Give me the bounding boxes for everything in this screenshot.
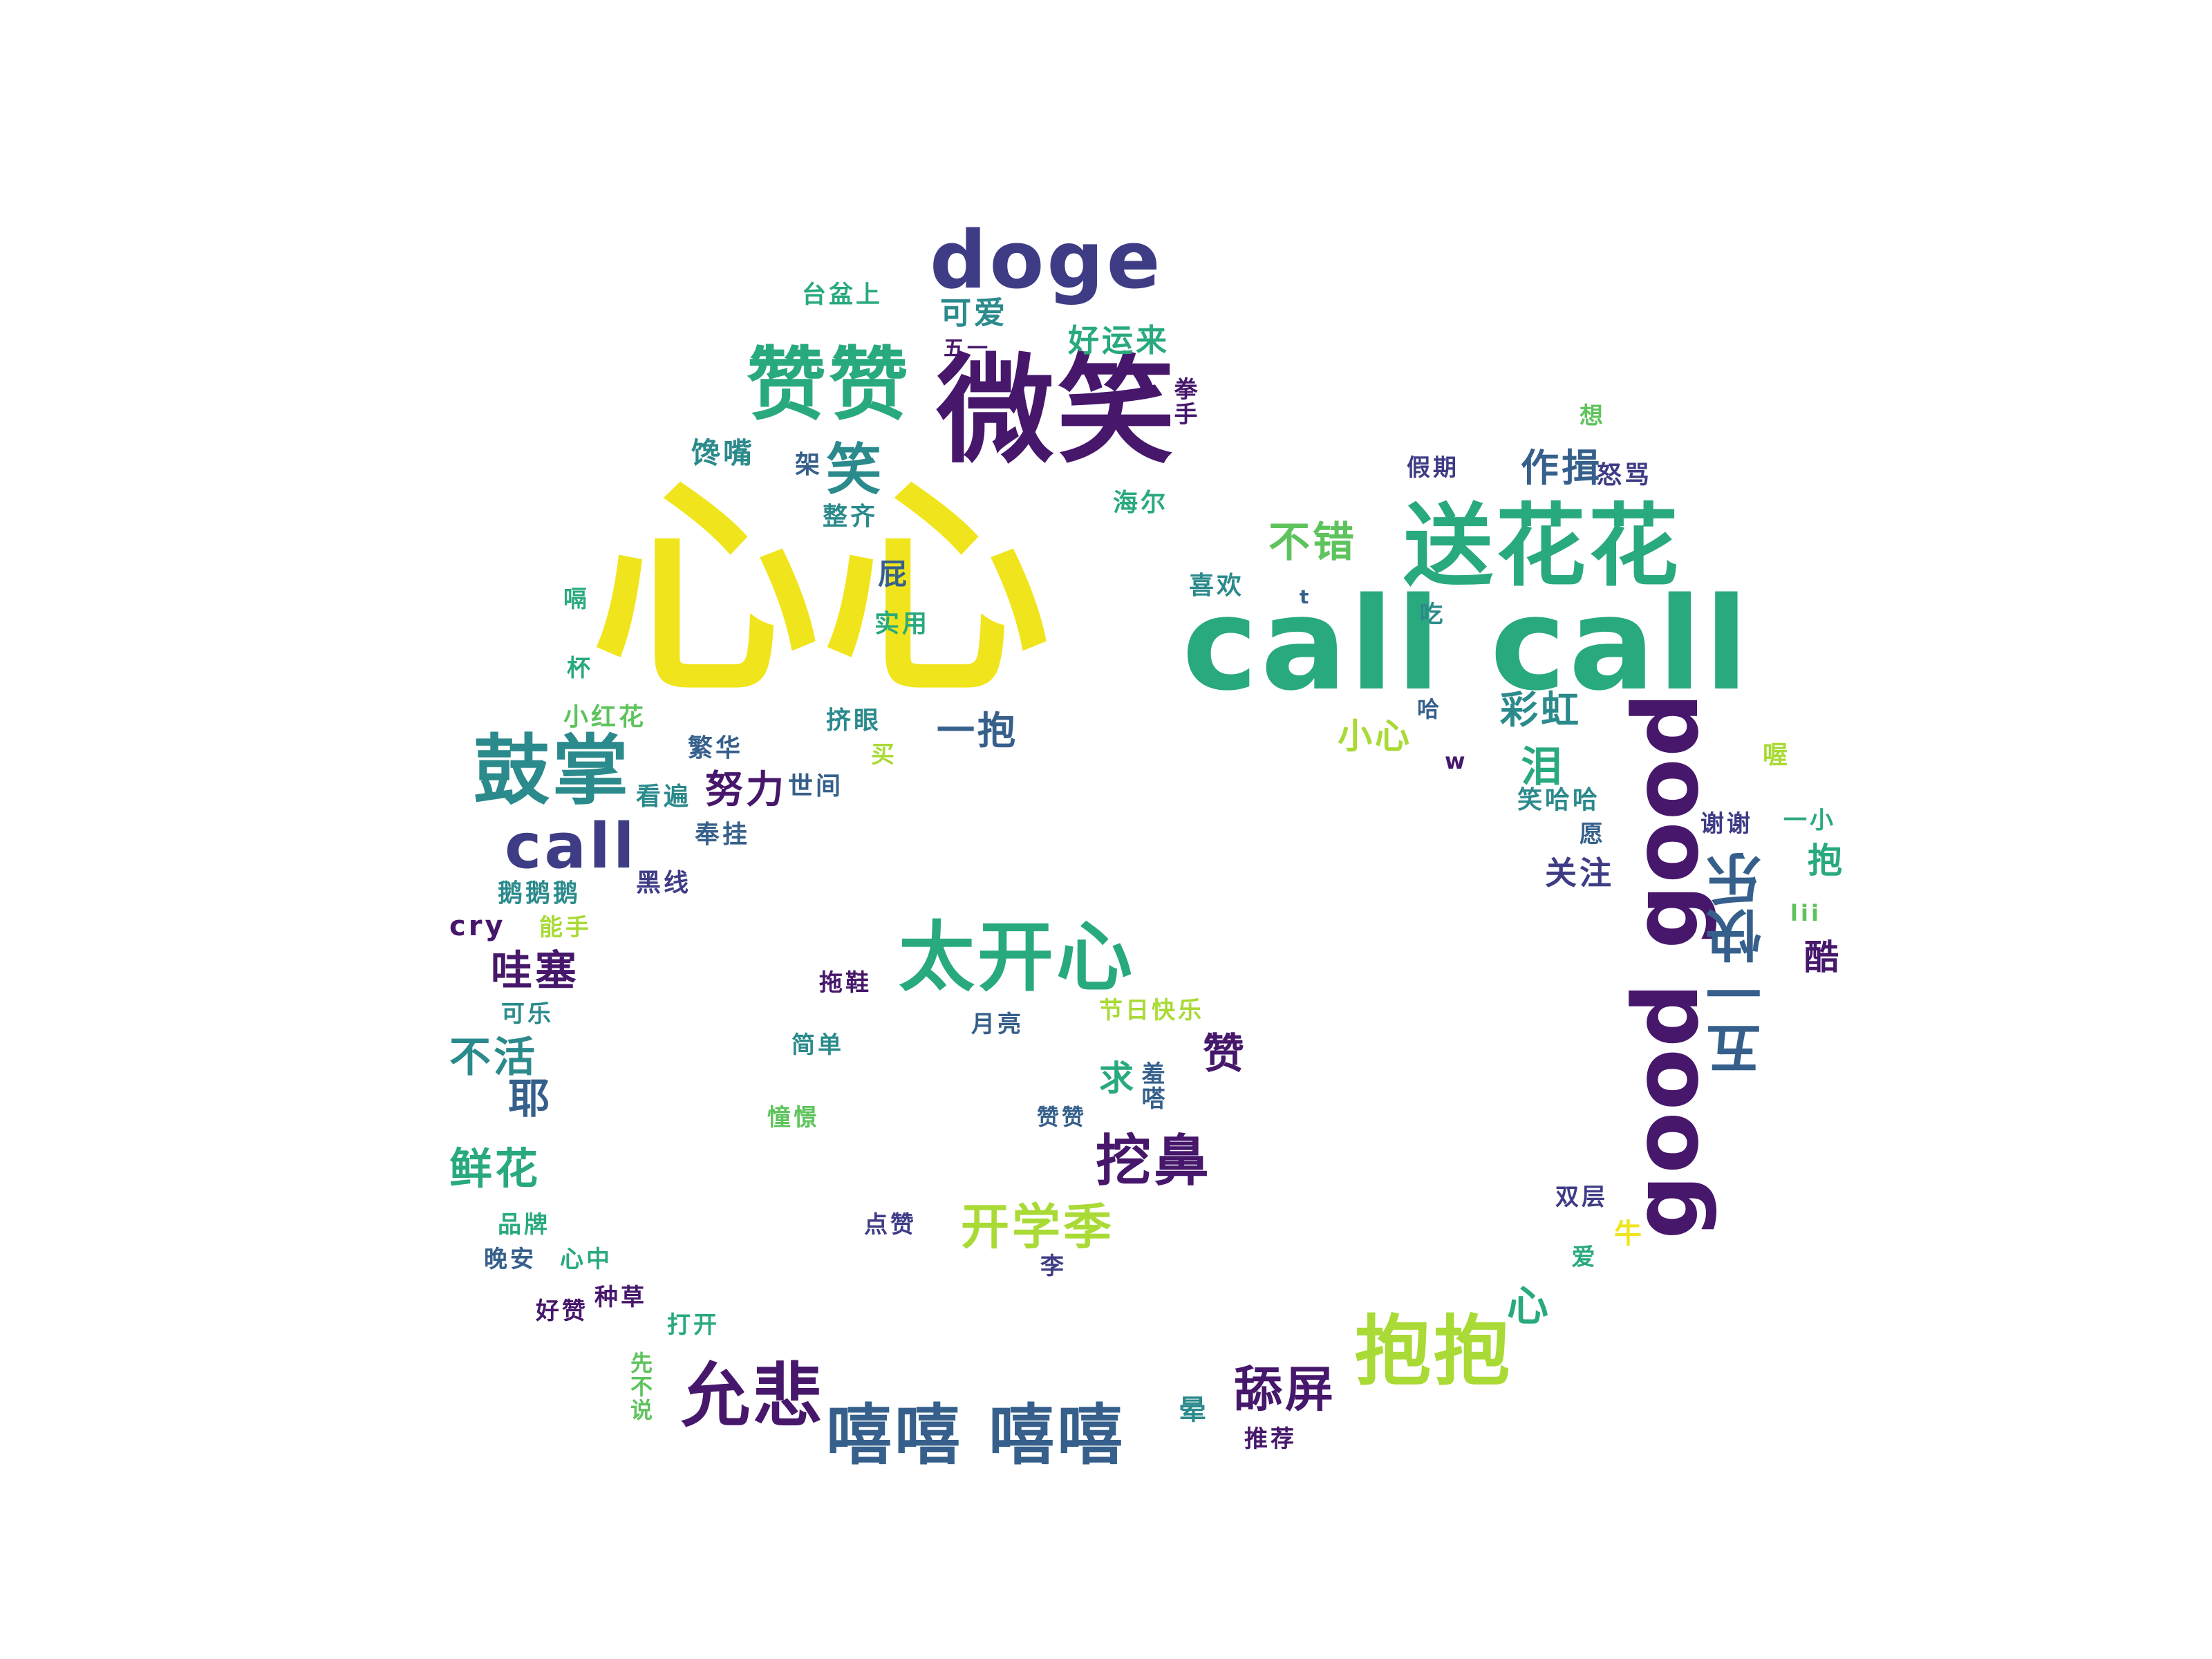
word-zhongcao: 种草 — [594, 1284, 647, 1311]
word-xiang: 想 — [1580, 402, 1606, 430]
word-wuyi-kuaile: 五一快乐 — [1706, 850, 1770, 1077]
word-baobao: 抱抱 — [1355, 1307, 1512, 1396]
word-wabi: 挖鼻 — [1096, 1129, 1212, 1193]
word-yueliang: 月亮 — [971, 1011, 1024, 1038]
word-zhengqi: 整齐 — [823, 503, 879, 531]
word-pi: 屁 — [878, 557, 910, 591]
word-call-call: call call — [1182, 570, 1752, 719]
word-xiexie: 谢谢 — [1700, 810, 1753, 838]
word-wo: 喔 — [1763, 741, 1791, 769]
word-taipenshang: 台盆上 — [802, 281, 883, 309]
word-heixian: 黑线 — [636, 869, 692, 897]
word-fanhua: 繁华 — [688, 734, 744, 762]
word-fenggua: 奉挂 — [695, 821, 751, 849]
word-zan: 赞 — [1203, 1030, 1247, 1078]
word-wuyi: 五一 — [944, 337, 991, 361]
word-dianzan: 点赞 — [864, 1211, 917, 1239]
word-yunbei: 允悲 — [681, 1356, 825, 1436]
word-xiuda: 羞嗒 — [1137, 1061, 1165, 1111]
word-yibao: 一抱 — [937, 709, 1019, 753]
word-ha: 哈 — [1417, 696, 1443, 722]
word-yun: 晕 — [1179, 1394, 1209, 1426]
word-xiaohonghua: 小红花 — [563, 703, 647, 731]
word-shuangceng: 双层 — [1555, 1183, 1608, 1211]
word-yixiao: 一小 — [1783, 807, 1836, 834]
word-ge: 嗝 — [563, 585, 590, 613]
word-xianhua: 鲜花 — [449, 1143, 541, 1194]
word-chanzui: 馋嘴 — [691, 436, 756, 470]
word-ai: 爱 — [1567, 1244, 1595, 1269]
word-zanzan: 赞赞 — [747, 339, 912, 431]
word-xihuan: 喜欢 — [1189, 572, 1245, 600]
word-jia: 架 — [795, 451, 823, 479]
word-shijian: 世间 — [788, 772, 844, 800]
word-kaixueji: 开学季 — [961, 1199, 1114, 1255]
word-call: call — [505, 810, 637, 883]
word-bucuo: 不错 — [1268, 518, 1357, 567]
word-xianbushuo: 先不说 — [627, 1351, 653, 1422]
word-ku: 酷 — [1804, 937, 1841, 977]
word-cry: cry — [449, 910, 506, 942]
word-doge: doge — [930, 214, 1163, 307]
word-xiao: 笑 — [826, 438, 884, 502]
word-jiandan: 简单 — [791, 1031, 844, 1059]
word-li: 李 — [1040, 1253, 1067, 1280]
word-nengshou: 能手 — [539, 914, 592, 941]
word-keai: 可爱 — [940, 294, 1009, 331]
word-chi: 吃 — [1415, 601, 1443, 626]
word-guanzhu: 关注 — [1545, 854, 1614, 892]
word-tianping: 舔屏 — [1234, 1361, 1336, 1418]
word-jierikuaile: 节日快乐 — [1099, 997, 1204, 1024]
word-niu: 牛 — [1614, 1218, 1644, 1250]
word-xinxin: 心心 — [591, 458, 1053, 724]
word-ye: 耶 — [508, 1075, 552, 1123]
word-bao: 抱 — [1808, 841, 1845, 881]
word-chongjing: 憧憬 — [767, 1104, 820, 1132]
word-mai: 买 — [871, 741, 897, 769]
word-haoyunlai: 好运来 — [1068, 322, 1170, 359]
word-nuli: 努力 — [705, 767, 787, 812]
word-haier: 海尔 — [1113, 489, 1169, 517]
word-pinpai: 品牌 — [498, 1211, 550, 1239]
word-dakai: 打开 — [667, 1311, 720, 1339]
word-qiu: 求 — [1099, 1058, 1136, 1098]
word-jiyan: 挤眼 — [826, 706, 882, 735]
word-songhuahua: 送花花 — [1403, 494, 1682, 599]
word-lii: lii — [1790, 900, 1821, 926]
word-xin: 心 — [1507, 1282, 1551, 1331]
word-kele: 可乐 — [501, 1000, 554, 1028]
word-bei: 杯 — [567, 655, 593, 682]
word-w: w — [1445, 748, 1468, 774]
word-shiyong: 实用 — [874, 610, 930, 638]
word-tuijian: 推荐 — [1244, 1425, 1297, 1453]
word-haozan: 好赞 — [536, 1297, 588, 1325]
word-taikaixin: 太开心 — [899, 913, 1135, 1002]
word-good-good: good good — [1613, 691, 1718, 1239]
word-wasai: 哇塞 — [491, 947, 579, 995]
word-numa: 怒骂 — [1597, 461, 1653, 489]
word-xiaohaha: 笑哈哈 — [1517, 786, 1601, 814]
word-lei: 泪 — [1521, 743, 1565, 791]
word-weixiao: 微笑 — [937, 343, 1178, 480]
word-xiaoxin: 小心 — [1338, 716, 1412, 756]
word-tuoxie: 拖鞋 — [819, 969, 872, 997]
word-yuan: 愿 — [1580, 821, 1606, 848]
word-t: t — [1300, 585, 1312, 608]
word-guzhang: 鼓掌 — [474, 727, 631, 815]
word-kanbian: 看遍 — [636, 782, 692, 811]
word-xixi-xixi: 嘻嘻 嘻嘻 — [826, 1398, 1126, 1474]
word-eee: 鹅鹅鹅 — [498, 879, 581, 908]
word-xinzhong: 心中 — [560, 1246, 612, 1273]
word-zuoyi: 作揖 — [1521, 446, 1603, 490]
word-caihong: 彩虹 — [1500, 688, 1582, 732]
word-quanshou: 拳手 — [1170, 377, 1197, 427]
word-zanzan-small: 赞赞 — [1037, 1104, 1087, 1130]
word-buhuo: 不活 — [449, 1033, 538, 1082]
word-wanan: 晚安 — [484, 1246, 536, 1273]
word-jiaqi: 假期 — [1407, 454, 1459, 482]
